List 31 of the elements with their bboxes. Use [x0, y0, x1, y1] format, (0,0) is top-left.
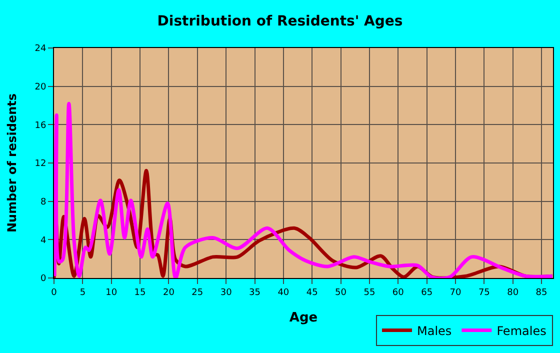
x-tick-label: 10 — [106, 288, 118, 298]
x-axis-title: Age — [289, 310, 318, 326]
x-tick-label: 20 — [162, 288, 175, 298]
x-tick-label: 40 — [278, 288, 290, 298]
y-tick-label: 16 — [34, 120, 46, 131]
x-tick-label: 65 — [421, 288, 433, 298]
x-tick-label: 60 — [392, 288, 404, 298]
x-tick-label: 50 — [335, 288, 347, 298]
y-tick-label: 24 — [34, 44, 46, 54]
y-axis-title: Number of residents — [5, 93, 20, 233]
x-tick-label: 25 — [192, 288, 204, 298]
x-tick-label: 55 — [364, 288, 376, 298]
y-tick-label: 0 — [40, 274, 46, 284]
x-tick-label: 5 — [80, 288, 86, 298]
y-tick-label: 12 — [34, 159, 46, 170]
x-tick-label: 30 — [220, 288, 232, 298]
x-tick-label: 35 — [249, 288, 260, 298]
x-tick-label: 70 — [450, 288, 462, 298]
chart-title: Distribution of Residents' Ages — [157, 14, 403, 30]
y-tick-label: 4 — [40, 236, 46, 246]
line-series — [54, 102, 553, 278]
x-tick-label: 85 — [536, 288, 548, 298]
legend-label: Males — [417, 324, 452, 338]
x-tick-label: 75 — [478, 288, 490, 298]
x-tick-label: 0 — [51, 288, 58, 298]
x-tick-label: 80 — [507, 288, 519, 298]
y-tick-label: 8 — [40, 197, 46, 208]
x-tick-label: 45 — [306, 288, 318, 298]
legend-label: Females — [496, 324, 546, 338]
x-tick-label: 15 — [134, 288, 146, 298]
y-tick-label: 20 — [34, 82, 46, 92]
